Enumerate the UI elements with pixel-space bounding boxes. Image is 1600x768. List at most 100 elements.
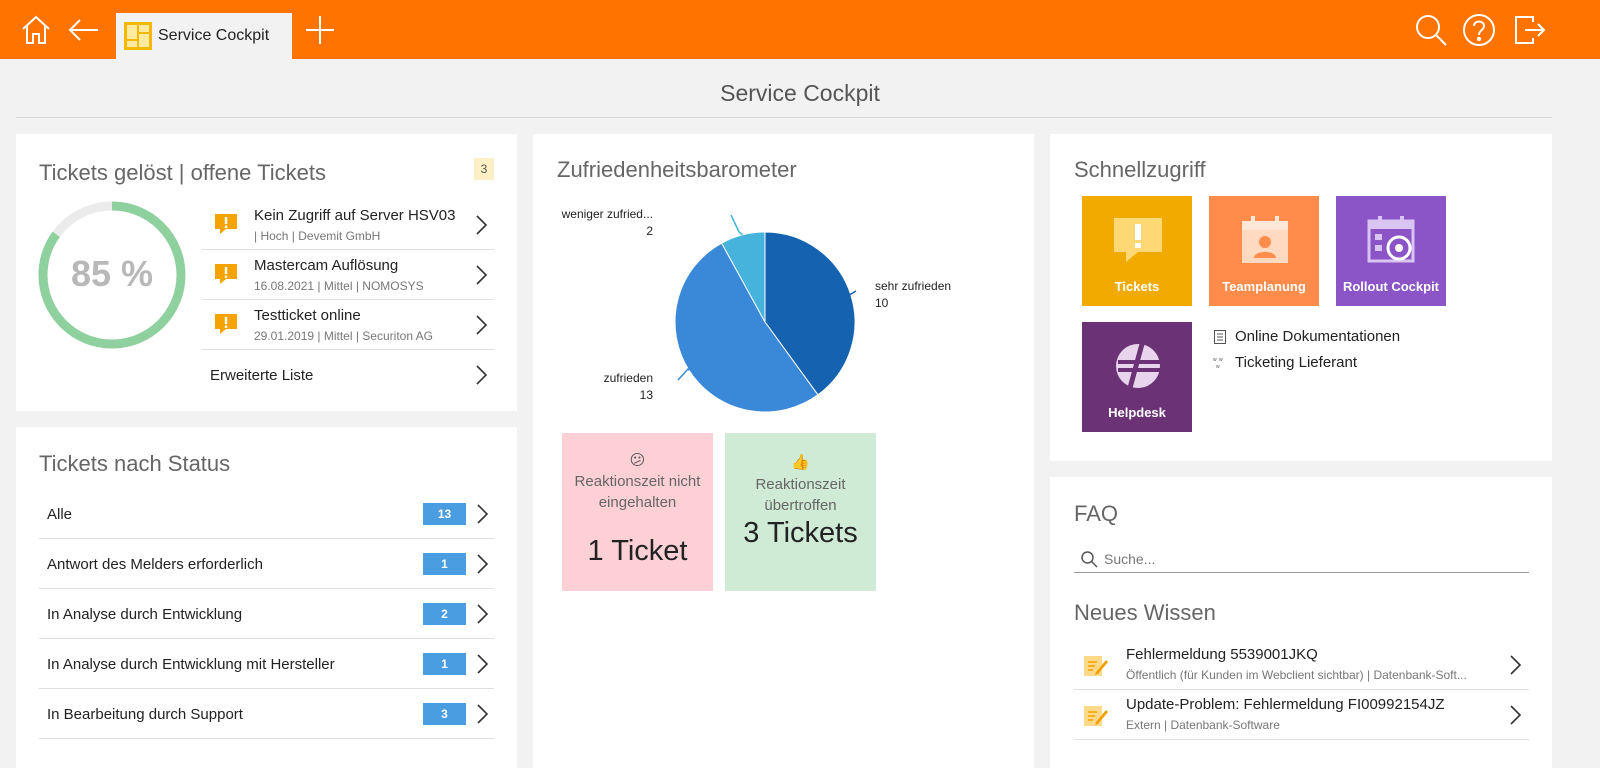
plus-icon[interactable] [302,12,338,48]
search-icon [1081,551,1098,568]
pie-category-label: zufrieden [604,371,653,385]
quick-access-title: Schnellzugriff [1074,157,1206,182]
tile-tickets[interactable]: Tickets [1082,196,1192,306]
satisfaction-pie-chart: sehr zufrieden 10 zufrieden 13 weniger zufri… [561,207,951,413]
status-row[interactable]: In Analyse durch Entwicklung mit Herstel… [39,639,494,689]
status-label: Alle [47,506,73,523]
faq-search-input[interactable] [1104,548,1524,570]
page-title: Service Cockpit [720,80,880,106]
ticket-alert-icon [215,264,237,284]
status-row-all[interactable]: Alle 13 [39,489,494,539]
kpi-label: Reaktionszeit übertroffen [755,476,846,514]
kpi-label: Reaktionszeit nicht eingehalten [574,473,701,511]
ticket-row[interactable]: Kein Zugriff auf Server HSV03 | Hoch | D… [202,200,494,250]
faq-title: FAQ [1074,501,1119,526]
tile-rollout-cockpit[interactable]: Rollout Cockpit [1336,196,1446,306]
tab-service-cockpit[interactable]: Service Cockpit [116,13,292,59]
open-tickets-count-badge: 3 [474,158,494,180]
chevron-right-icon [1510,655,1522,675]
svg-text:w: w [1216,364,1220,370]
tile-label: Helpdesk [1108,405,1166,420]
chevron-right-icon [476,265,488,285]
pie-category-label: sehr zufrieden [875,279,951,293]
svg-text:w: w [1213,357,1217,363]
kpi-value: 1 Ticket [587,535,688,567]
satisfaction-panel-title: Zufriedenheitsbarometer [557,157,797,182]
status-count-badge: 2 [423,603,466,625]
knowledge-title: Update-Problem: Fehlermeldung FI00992154… [1126,696,1445,713]
edit-note-icon [1084,706,1108,726]
status-count-badge: 13 [423,503,466,525]
ticket-alert-icon [215,314,237,334]
tile-label: Rollout Cockpit [1342,279,1440,294]
pie-slice[interactable] [674,242,819,413]
status-row[interactable]: In Analyse durch Entwicklung 2 [39,589,494,639]
chevron-right-icon [477,704,489,724]
ticket-meta: 29.01.2019 | Mittel | Securiton AG [254,329,434,343]
chevron-right-icon[interactable] [474,364,488,386]
back-arrow-icon[interactable] [66,12,102,48]
ticket-meta: | Hoch | Devemit GmbH [254,229,381,243]
pie-value-label: 10 [875,296,889,310]
ticket-row[interactable]: Mastercam Auflösung 16.08.2021 | Mittel … [202,250,494,300]
status-row[interactable]: In Bearbeitung durch Support 3 [39,689,494,739]
knowledge-item[interactable]: Fehlermeldung 5539001JKQ Öffentlich (für… [1074,640,1529,690]
ticket-title: Mastercam Auflösung [254,257,399,274]
ticket-alert-icon [215,214,237,234]
top-bar: Service Cockpit [0,0,1600,59]
faq-panel [1050,477,1552,768]
chevron-right-icon [1510,705,1522,725]
calendar-clock-icon [1367,216,1415,263]
extended-list-link[interactable]: Erweiterte Liste [210,367,314,384]
ticket-title: Kein Zugriff auf Server HSV03 [254,207,456,224]
tab-label: Service Cockpit [158,27,270,44]
home-icon[interactable] [18,12,54,48]
help-icon[interactable] [1461,12,1497,48]
confused-face-icon: 😕 [629,452,646,469]
tile-label: Tickets [1114,279,1160,294]
knowledge-meta: Extern | Datenbank-Software [1126,718,1280,732]
chevron-right-icon [477,554,489,574]
svg-text:w: w [1219,357,1223,363]
tickets-panel-title: Tickets gelöst | offene Tickets [39,160,326,185]
www-icon: w ww [1213,357,1223,370]
search-icon[interactable] [1413,12,1449,48]
status-count-badge: 1 [423,553,466,575]
pie-category-label: weniger zufried... [561,207,653,221]
dashboard-icon [124,22,152,50]
status-label: In Bearbeitung durch Support [47,706,243,723]
faq-search [1074,545,1529,573]
tickets-panel [16,134,517,411]
calendar-person-icon [1242,216,1288,263]
logout-icon[interactable] [1511,12,1547,48]
kpi-value: 3 Tickets [743,517,858,549]
status-label: In Analyse durch Entwicklung mit Herstel… [47,656,335,673]
pie-value-label: 2 [646,224,653,238]
status-label: In Analyse durch Entwicklung [47,606,243,623]
link-label: Ticketing Lieferant [1235,354,1358,371]
solved-percentage-ring [38,201,186,349]
status-row[interactable]: Antwort des Melders erforderlich 1 [39,539,494,589]
ticket-row[interactable]: Testticket online 29.01.2019 | Mittel | … [202,300,494,350]
knowledge-title: Fehlermeldung 5539001JKQ [1126,646,1318,663]
link-online-documentation[interactable]: Online Dokumentationen [1213,328,1400,345]
pie-leader-line [845,290,857,298]
status-count-badge: 3 [423,703,466,725]
chevron-right-icon [476,315,488,335]
status-count-badge: 1 [423,653,466,675]
ticket-meta: 16.08.2021 | Mittel | NOMOSYS [254,279,424,293]
kpi-response-missed: 😕 Reaktionszeit nicht eingehalten 1 Tick… [562,433,713,591]
document-icon [1214,329,1226,344]
link-label: Online Dokumentationen [1235,328,1401,345]
status-panel-title: Tickets nach Status [39,451,231,476]
knowledge-item[interactable]: Update-Problem: Fehlermeldung FI00992154… [1074,690,1529,740]
chevron-right-icon [476,215,488,235]
edit-note-icon [1084,656,1108,676]
knowledge-meta: Öffentlich (für Kunden im Webclient sich… [1126,668,1467,682]
tile-teamplanung[interactable]: Teamplanung [1209,196,1319,306]
tile-helpdesk[interactable]: Helpdesk [1082,322,1192,432]
new-knowledge-title: Neues Wissen [1074,600,1216,625]
pie-value-label: 13 [640,388,654,402]
chevron-right-icon [477,504,489,524]
